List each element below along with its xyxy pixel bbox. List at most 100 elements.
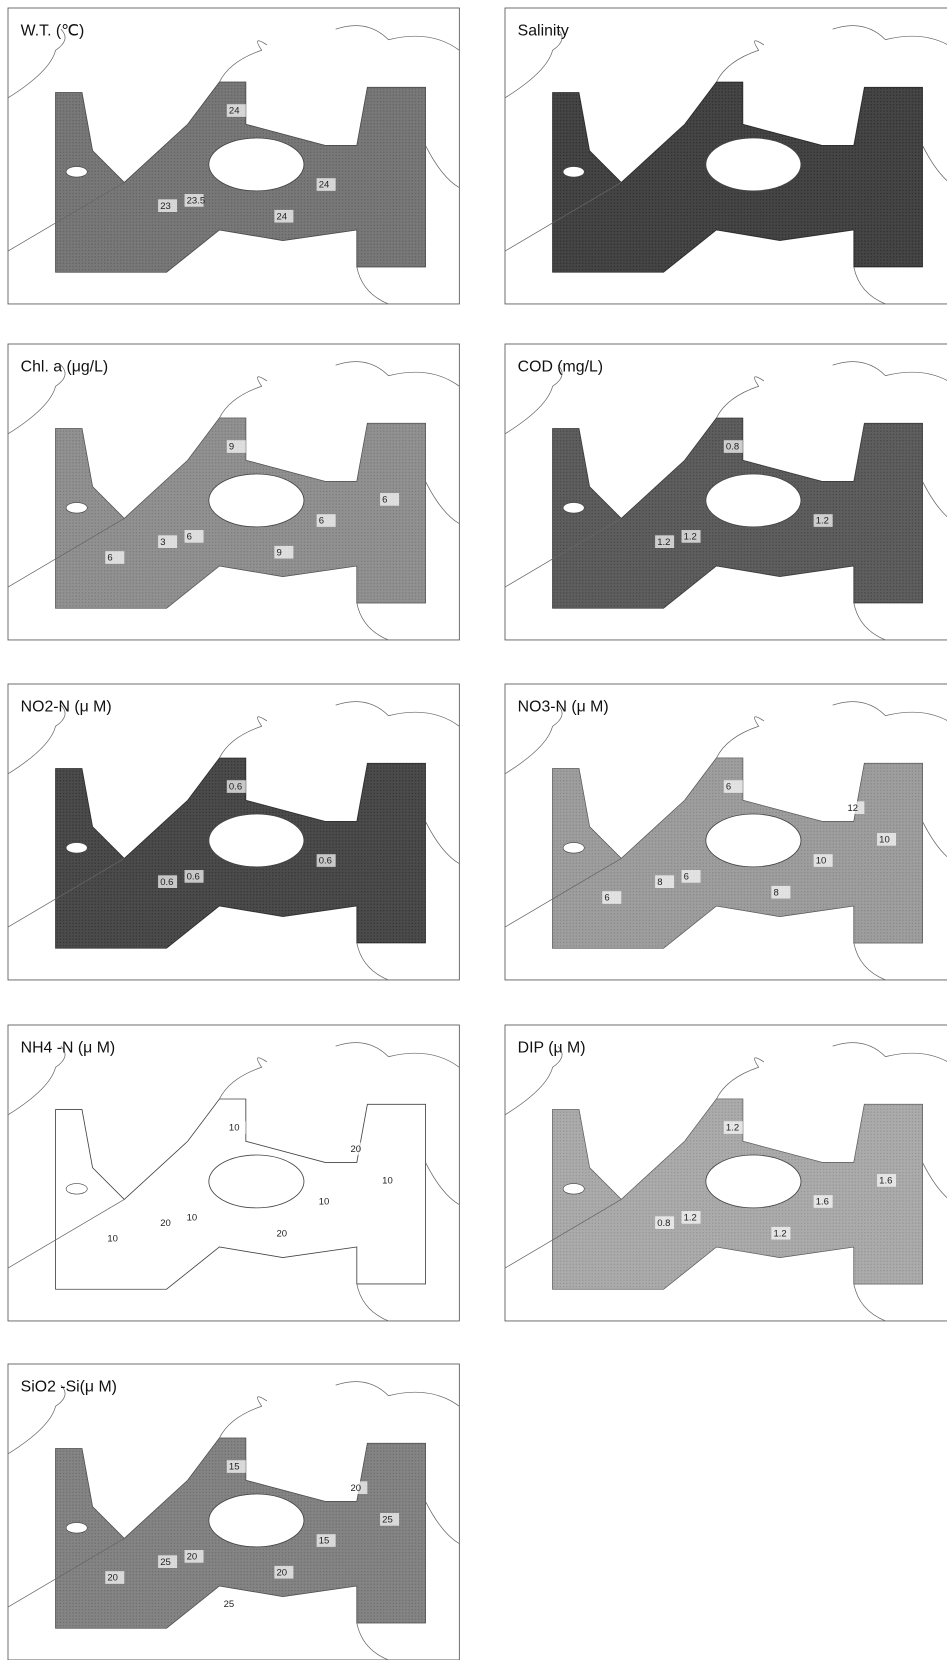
label-bg bbox=[380, 1513, 400, 1526]
label-bg bbox=[316, 178, 336, 191]
contour-label: 1.6 bbox=[879, 1176, 892, 1187]
map-panel: NO3-N (μ M) 8 6 6 10 8 10 6 12 bbox=[504, 683, 947, 981]
contour-label: 20 bbox=[187, 1552, 198, 1563]
panel-title: NO2-N (μ M) bbox=[21, 698, 112, 715]
panel-title: Chl. a (μg/L) bbox=[21, 358, 109, 375]
contour-label: 20 bbox=[276, 1567, 287, 1578]
panel-title: W.T. (℃) bbox=[21, 22, 85, 39]
label-bg bbox=[274, 1226, 294, 1240]
contour-label: 20 bbox=[107, 1573, 118, 1584]
label-bg bbox=[226, 780, 246, 793]
islet bbox=[65, 1183, 88, 1195]
islet bbox=[65, 502, 88, 514]
contour-label: 1.2 bbox=[684, 1213, 697, 1224]
contour-label: 20 bbox=[276, 1228, 287, 1239]
contour-label: 6 bbox=[726, 782, 731, 793]
label-bg bbox=[602, 891, 622, 904]
contour-label: 1.2 bbox=[816, 516, 829, 527]
label-bg bbox=[274, 545, 294, 559]
contour-label: 0.8 bbox=[657, 1218, 670, 1229]
label-bg bbox=[771, 885, 791, 899]
contour-label: 6 bbox=[319, 516, 324, 527]
label-bg bbox=[681, 1211, 701, 1224]
label-bg bbox=[813, 514, 833, 527]
label-bg bbox=[655, 1216, 675, 1230]
panel-title: Salinity bbox=[518, 22, 569, 39]
panel-title: COD (mg/L) bbox=[518, 358, 603, 375]
contour-label: 20 bbox=[160, 1218, 171, 1229]
contour-label: 1.2 bbox=[657, 537, 670, 548]
contour-label: 6 bbox=[187, 532, 192, 543]
islet bbox=[562, 842, 585, 854]
contour-label: 6 bbox=[604, 893, 609, 904]
map-panel: Chl. a (μg/L) 3 6 9 6 9 6 6 bbox=[7, 343, 460, 641]
islet bbox=[65, 1522, 88, 1534]
label-bg bbox=[348, 1481, 368, 1495]
label-bg bbox=[316, 854, 336, 867]
islet bbox=[65, 842, 88, 854]
label-bg bbox=[105, 1571, 125, 1584]
contour-label: 20 bbox=[350, 1483, 361, 1494]
label-bg bbox=[158, 1216, 178, 1230]
panel-title: DIP (μ M) bbox=[518, 1039, 586, 1056]
contour-label: 1.2 bbox=[684, 532, 697, 543]
contour-label: 1.2 bbox=[726, 1123, 739, 1134]
island bbox=[208, 813, 305, 868]
label-bg bbox=[274, 209, 294, 223]
label-bg bbox=[655, 875, 675, 889]
island bbox=[705, 137, 802, 192]
contour-label: 10 bbox=[816, 856, 827, 867]
island bbox=[208, 473, 305, 528]
contour-label: 6 bbox=[684, 872, 689, 883]
panel-title: NH4 -N (μ M) bbox=[21, 1039, 116, 1056]
map-panel: Salinity bbox=[504, 7, 947, 305]
label-bg bbox=[158, 535, 178, 549]
contour-label: 15 bbox=[319, 1536, 330, 1547]
contour-label: 23.5 bbox=[187, 196, 206, 207]
contour-label: 12 bbox=[847, 803, 858, 814]
label-bg bbox=[184, 1550, 204, 1563]
islet bbox=[562, 1183, 585, 1195]
label-bg bbox=[158, 199, 178, 213]
contour-label: 24 bbox=[229, 106, 240, 117]
contour-label: 25 bbox=[382, 1515, 393, 1526]
panel-title: SiO2 -Si(μ M) bbox=[21, 1378, 117, 1395]
island bbox=[208, 137, 305, 192]
contour-label: 8 bbox=[773, 887, 778, 898]
label-bg bbox=[845, 801, 865, 815]
label-bg bbox=[226, 440, 246, 453]
island bbox=[705, 813, 802, 868]
contour-label: 0.6 bbox=[319, 856, 332, 867]
label-bg bbox=[877, 833, 897, 846]
islet bbox=[562, 166, 585, 178]
contour-label: 0.6 bbox=[187, 872, 200, 883]
label-bg bbox=[226, 104, 246, 117]
label-bg bbox=[226, 1121, 246, 1134]
contour-label: 1.6 bbox=[816, 1197, 829, 1208]
label-bg bbox=[158, 1555, 178, 1569]
label-bg bbox=[681, 530, 701, 543]
contour-label: 23 bbox=[160, 201, 171, 212]
map-panel: NH4 -N (μ M) 20 10 10 10 20 10 10 20 bbox=[7, 1024, 460, 1322]
contour-label: 0.6 bbox=[160, 877, 173, 888]
label-bg bbox=[380, 1174, 400, 1187]
label-bg bbox=[316, 1534, 336, 1547]
label-bg bbox=[877, 1174, 897, 1187]
label-bg bbox=[105, 551, 125, 564]
label-bg bbox=[105, 1232, 125, 1245]
label-bg bbox=[723, 780, 743, 793]
contour-label: 6 bbox=[382, 495, 387, 506]
island bbox=[705, 473, 802, 528]
contour-label: 3 bbox=[160, 537, 165, 548]
contour-label: 0.8 bbox=[726, 442, 739, 453]
contour-label: 10 bbox=[319, 1197, 330, 1208]
contour-label: 24 bbox=[319, 180, 330, 191]
label-bg bbox=[771, 1226, 791, 1240]
contour-label: 10 bbox=[187, 1213, 198, 1224]
contour-label: 25 bbox=[224, 1599, 235, 1610]
contour-label: 24 bbox=[276, 211, 287, 222]
contour-label: 15 bbox=[229, 1462, 240, 1473]
label-bg bbox=[316, 1195, 336, 1208]
label-bg bbox=[723, 440, 743, 453]
